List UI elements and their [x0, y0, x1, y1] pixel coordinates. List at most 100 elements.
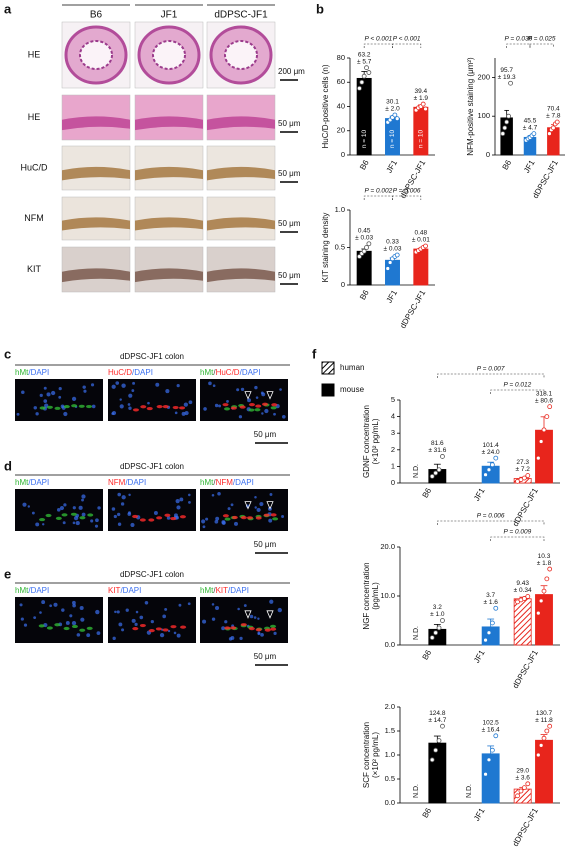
- arrowhead: [244, 501, 252, 510]
- nucleus: [119, 404, 124, 409]
- nucleus: [253, 616, 257, 619]
- comparison-label: P = 0.025: [528, 36, 556, 43]
- signal: [148, 518, 155, 522]
- panel-label: d: [4, 458, 12, 473]
- comparison-bracket: [363, 195, 393, 200]
- signal: [71, 624, 78, 629]
- signal: [132, 408, 139, 412]
- y-tick-label: 0: [391, 478, 395, 487]
- signal: [139, 623, 146, 628]
- nucleus: [243, 604, 247, 607]
- nucleus: [73, 515, 79, 521]
- nucleus: [240, 387, 245, 392]
- data-point: [508, 80, 513, 86]
- y-tick-label: 5: [391, 395, 395, 404]
- nucleus: [230, 503, 234, 507]
- nucleus: [164, 607, 168, 611]
- stain-band: [135, 217, 203, 231]
- nucleus: [181, 411, 186, 416]
- signal: [164, 513, 171, 517]
- panel-title: dDPSC-JF1 colon: [120, 462, 184, 471]
- comparison-label: P = 0.006: [477, 513, 505, 520]
- channel-label-part: /DAPI: [28, 368, 49, 377]
- nucleus: [115, 381, 120, 385]
- comparison-bracket: [363, 43, 393, 48]
- comparison-bracket: [437, 373, 545, 378]
- channel-label-part: KIT: [108, 586, 121, 595]
- signal: [222, 514, 229, 518]
- nucleus: [178, 603, 182, 607]
- signal: [55, 516, 62, 520]
- nucleus: [71, 620, 77, 626]
- channel-label: hMt/HuC/D/DAPI: [200, 368, 261, 377]
- data-point: [429, 635, 435, 641]
- signal: [179, 515, 186, 519]
- data-point: [521, 475, 527, 481]
- channel-label-part: /: [213, 478, 216, 487]
- error-label: ± 16.4: [482, 727, 500, 734]
- data-point: [440, 723, 445, 729]
- x-tick-label: dDPSC-JF1: [511, 486, 540, 528]
- channel-label-part: NFM: [216, 478, 234, 487]
- signal: [255, 628, 262, 632]
- data-point: [544, 414, 550, 420]
- signal: [38, 624, 45, 628]
- nucleus: [211, 603, 215, 606]
- data-point: [436, 738, 442, 743]
- error-label: ± 1.0: [430, 611, 445, 618]
- signal: [132, 514, 139, 519]
- nucleus: [208, 381, 212, 386]
- signal: [148, 628, 155, 633]
- signal: [230, 406, 237, 410]
- data-point: [483, 472, 488, 478]
- data-point: [366, 70, 372, 75]
- signal: [139, 518, 146, 522]
- channel-label-part: hMt: [200, 368, 214, 377]
- bar: [428, 742, 447, 804]
- stain-band: [135, 166, 203, 181]
- nucleus: [41, 600, 46, 605]
- y-tick-label: 60: [337, 77, 345, 86]
- y-axis-label: (×10² pg/mL): [371, 732, 380, 778]
- nucleus: [256, 507, 261, 513]
- signal: [54, 406, 61, 410]
- nucleus: [214, 519, 219, 524]
- signal: [132, 627, 139, 631]
- signal: [270, 624, 277, 628]
- bar: [413, 248, 429, 286]
- signal: [230, 626, 237, 630]
- nucleus: [61, 608, 65, 612]
- signal: [156, 404, 163, 409]
- lumen: [152, 40, 186, 70]
- data-point: [433, 630, 439, 636]
- nucleus: [139, 615, 144, 620]
- nucleus: [144, 601, 149, 605]
- signal: [224, 517, 231, 521]
- panel-label: e: [4, 566, 11, 581]
- nucleus: [114, 610, 117, 614]
- data-point: [550, 125, 556, 131]
- data-point: [486, 467, 492, 473]
- nucleus: [95, 609, 100, 615]
- nucleus: [201, 519, 206, 524]
- comparison-bracket: [490, 389, 545, 394]
- nucleus: [119, 398, 122, 401]
- nucleus: [81, 494, 86, 499]
- data-point: [364, 65, 369, 71]
- scale-bar-label: 50 μm: [254, 430, 277, 439]
- nucleus: [130, 522, 135, 528]
- nucleus: [257, 617, 260, 620]
- y-tick-label: 0.5: [335, 242, 345, 251]
- signal: [239, 405, 246, 409]
- nucleus: [218, 404, 222, 408]
- signal: [39, 406, 46, 410]
- comparison-bracket: [506, 43, 531, 48]
- signal: [224, 407, 231, 411]
- nucleus: [165, 389, 170, 394]
- fluorescence-image: [108, 597, 196, 643]
- panel-label: a: [4, 1, 12, 16]
- nucleus: [176, 633, 181, 638]
- value-label: 29.0: [516, 768, 529, 775]
- y-axis-label: SCF concentration: [362, 722, 371, 788]
- x-tick-label: B6: [421, 486, 434, 499]
